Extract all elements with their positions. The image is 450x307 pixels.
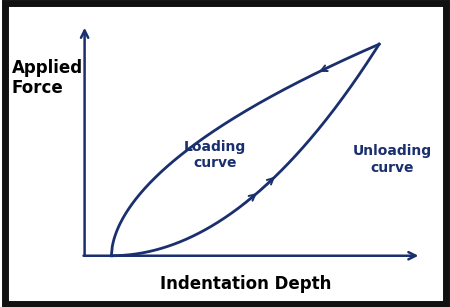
Text: Indentation Depth: Indentation Depth [160, 275, 331, 293]
Text: Applied
Force: Applied Force [12, 59, 83, 97]
Text: Loading
curve: Loading curve [184, 140, 246, 170]
Text: Unloading
curve: Unloading curve [352, 145, 432, 175]
